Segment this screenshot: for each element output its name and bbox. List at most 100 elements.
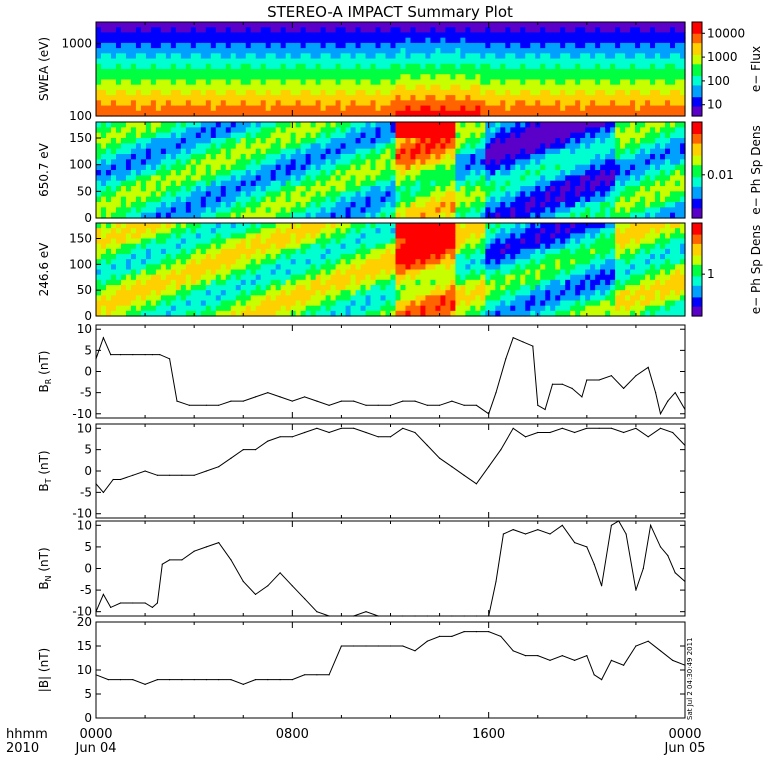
heatmap-cell xyxy=(540,27,546,33)
heatmap-cell xyxy=(111,85,117,91)
heatmap-cell xyxy=(445,106,451,112)
heatmap-cell xyxy=(450,165,456,171)
heatmap-cell xyxy=(201,254,207,260)
heatmap-cell xyxy=(101,22,107,28)
heatmap-cell xyxy=(221,207,227,213)
heatmap-cell xyxy=(575,138,581,144)
heatmap-cell xyxy=(126,207,132,213)
heatmap-cell xyxy=(266,181,272,187)
heatmap-cell xyxy=(410,181,416,187)
heatmap-cell xyxy=(121,149,127,155)
heatmap-cell xyxy=(665,159,671,165)
heatmap-cell xyxy=(141,100,147,106)
heatmap-cell xyxy=(156,59,162,65)
heatmap-cell xyxy=(366,100,372,106)
heatmap-cell xyxy=(241,249,247,255)
heatmap-cell xyxy=(376,85,382,91)
heatmap-cell xyxy=(116,138,122,144)
heatmap-cell xyxy=(281,207,287,213)
heatmap-cell xyxy=(306,186,312,192)
heatmap-cell xyxy=(291,127,297,133)
heatmap-cell xyxy=(450,197,456,203)
heatmap-cell xyxy=(515,106,521,112)
heatmap-cell xyxy=(391,85,397,91)
heatmap-cell xyxy=(126,122,132,128)
heatmap-cell xyxy=(515,43,521,49)
heatmap-cell xyxy=(495,149,501,155)
heatmap-cell xyxy=(136,306,142,312)
heatmap-cell xyxy=(276,69,282,75)
heatmap-cell xyxy=(216,149,222,155)
heatmap-cell xyxy=(106,254,112,260)
heatmap-cell xyxy=(635,48,641,54)
heatmap-cell xyxy=(660,202,666,208)
heatmap-cell xyxy=(251,186,257,192)
heatmap-cell xyxy=(405,100,411,106)
heatmap-cell xyxy=(241,170,247,176)
heatmap-cell xyxy=(570,154,576,160)
heatmap-cell xyxy=(615,197,621,203)
heatmap-cell xyxy=(166,306,172,312)
heatmap-cell xyxy=(465,186,471,192)
heatmap-cell xyxy=(640,64,646,70)
heatmap-cell xyxy=(445,149,451,155)
heatmap-cell xyxy=(405,133,411,139)
heatmap-cell xyxy=(545,202,551,208)
heatmap-cell xyxy=(381,143,387,149)
heatmap-cell xyxy=(121,280,127,286)
heatmap-cell xyxy=(386,127,392,133)
heatmap-cell xyxy=(296,59,302,65)
heatmap-cell xyxy=(510,100,516,106)
heatmap-cell xyxy=(400,22,406,28)
heatmap-cell xyxy=(550,202,556,208)
heatmap-cell xyxy=(271,38,277,44)
heatmap-cell xyxy=(485,74,491,80)
heatmap-cell xyxy=(585,95,591,101)
heatmap-cell xyxy=(301,202,307,208)
heatmap-cell xyxy=(201,280,207,286)
heatmap-cell xyxy=(525,191,531,197)
heatmap-cell xyxy=(236,254,242,260)
heatmap-cell xyxy=(475,191,481,197)
heatmap-cell xyxy=(241,95,247,101)
heatmap-cell xyxy=(301,106,307,112)
heatmap-cell xyxy=(296,122,302,128)
heatmap-cell xyxy=(301,191,307,197)
heatmap-cell xyxy=(321,69,327,75)
heatmap-cell xyxy=(660,59,666,65)
heatmap-cell xyxy=(580,22,586,28)
heatmap-cell xyxy=(510,43,516,49)
heatmap-cell xyxy=(480,133,486,139)
heatmap-cell xyxy=(445,69,451,75)
heatmap-cell xyxy=(440,143,446,149)
heatmap-cell xyxy=(311,59,317,65)
heatmap-cell xyxy=(236,106,242,112)
heatmap-cell xyxy=(226,170,232,176)
heatmap-cell xyxy=(101,239,107,245)
heatmap-cell xyxy=(341,59,347,65)
heatmap-cell xyxy=(430,48,436,54)
heatmap-cell xyxy=(525,154,531,160)
heatmap-cell xyxy=(520,59,526,65)
heatmap-cell xyxy=(560,85,566,91)
heatmap-cell xyxy=(286,154,292,160)
heatmap-cell xyxy=(615,175,621,181)
heatmap-cell xyxy=(191,290,197,296)
heatmap-cell xyxy=(196,191,202,197)
heatmap-cell xyxy=(670,27,676,33)
heatmap-cell xyxy=(336,43,342,49)
heatmap-cell xyxy=(341,90,347,96)
heatmap-cell xyxy=(231,202,237,208)
heatmap-cell xyxy=(216,79,222,85)
heatmap-cell xyxy=(381,79,387,85)
heatmap-cell xyxy=(256,95,262,101)
heatmap-cell xyxy=(306,43,312,49)
heatmap-cell xyxy=(386,32,392,38)
heatmap-cell xyxy=(430,53,436,59)
heatmap-cell xyxy=(675,79,681,85)
heatmap-cell xyxy=(510,85,516,91)
heatmap-cell xyxy=(336,175,342,181)
heatmap-cell xyxy=(156,270,162,276)
heatmap-cell xyxy=(675,106,681,112)
heatmap-cell xyxy=(620,32,626,38)
